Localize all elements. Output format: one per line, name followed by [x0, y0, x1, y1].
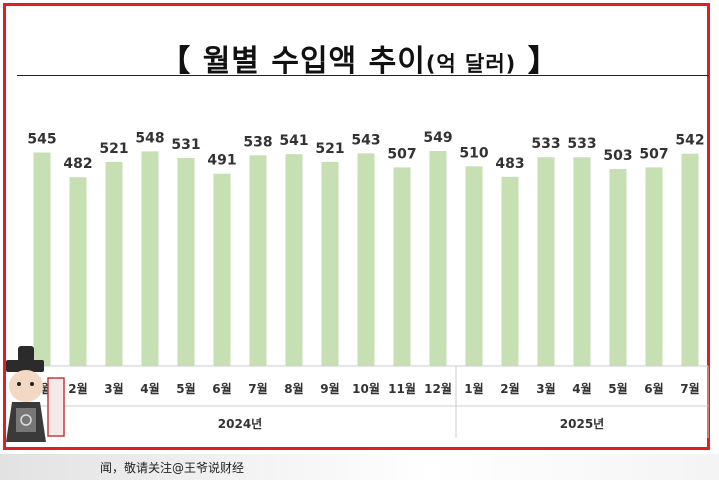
footer-text: 闻，敬请关注@王爷说财经	[100, 461, 245, 475]
category-label: 8월	[284, 381, 303, 396]
bar	[501, 176, 519, 366]
category-label: 6월	[644, 381, 663, 396]
category-label: 12월	[424, 381, 452, 396]
data-label: 503	[603, 148, 632, 164]
bar	[357, 153, 375, 366]
category-label: 5월	[608, 381, 627, 396]
bar	[213, 173, 231, 366]
data-label: 545	[27, 132, 56, 148]
data-label: 521	[315, 141, 344, 157]
data-label: 538	[243, 134, 272, 150]
category-label: 9월	[320, 381, 339, 396]
category-label: 1월	[464, 381, 483, 396]
footer-bar: 闻，敬请关注@王爷说财经	[0, 454, 719, 480]
data-label: 482	[63, 156, 92, 172]
data-label: 491	[207, 153, 236, 169]
data-label: 507	[639, 146, 668, 162]
bar-chart: 545 1월 482 2월 521 3월 548 4월 531 5월 491 6월 538 7월 541 8월…	[23, 130, 709, 438]
bar	[465, 166, 483, 367]
group-label: 2025년	[560, 417, 604, 431]
bar	[69, 177, 87, 366]
bar	[141, 151, 159, 366]
category-label: 5월	[176, 381, 195, 396]
category-label: 7월	[680, 381, 699, 396]
bar	[681, 153, 699, 366]
bar	[429, 151, 447, 366]
chart-title: 【 월별 수입액 추이(억 달러) 】	[0, 36, 719, 80]
bar	[105, 161, 123, 366]
data-label: 533	[531, 136, 560, 152]
bar	[573, 157, 591, 366]
data-label: 548	[135, 130, 164, 146]
data-label: 483	[495, 156, 524, 172]
data-label: 549	[423, 130, 452, 146]
category-label: 2월	[500, 381, 519, 396]
title-main: 【 월별 수입액 추이	[160, 44, 426, 79]
category-label: 4월	[572, 381, 591, 396]
data-label: 531	[171, 137, 200, 153]
bar	[33, 152, 51, 366]
data-label: 510	[459, 145, 488, 161]
category-label: 11월	[388, 381, 416, 396]
data-label: 542	[675, 133, 704, 149]
group-label: 2024년	[218, 417, 262, 431]
category-label: 10월	[352, 381, 380, 396]
bar	[321, 161, 339, 366]
data-label: 533	[567, 136, 596, 152]
category-label: 6월	[212, 381, 231, 396]
bar	[537, 157, 555, 366]
title-underline	[17, 75, 709, 76]
title-unit: (억 달러)	[425, 52, 517, 76]
data-label: 507	[387, 146, 416, 162]
outer-frame	[3, 3, 710, 450]
category-label: 3월	[536, 381, 555, 396]
category-label: 3월	[104, 381, 123, 396]
data-label: 541	[279, 133, 308, 149]
title-close-bracket: 】	[527, 44, 559, 79]
category-label: 2월	[68, 381, 87, 396]
bar	[645, 167, 663, 366]
data-label: 543	[351, 132, 380, 148]
bar	[285, 154, 303, 366]
data-label: 521	[99, 141, 128, 157]
category-label: 7월	[248, 381, 267, 396]
category-label: 4월	[140, 381, 159, 396]
bar	[249, 155, 267, 366]
bar	[609, 169, 627, 366]
bar	[393, 167, 411, 366]
mascot-illustration	[6, 346, 65, 442]
bar	[177, 158, 195, 366]
